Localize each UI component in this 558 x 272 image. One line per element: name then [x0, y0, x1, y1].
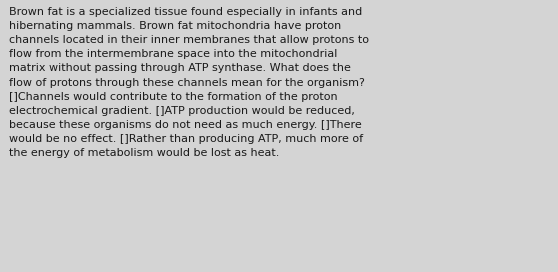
Text: Brown fat is a specialized tissue found especially in infants and
hibernating ma: Brown fat is a specialized tissue found …	[9, 7, 369, 158]
